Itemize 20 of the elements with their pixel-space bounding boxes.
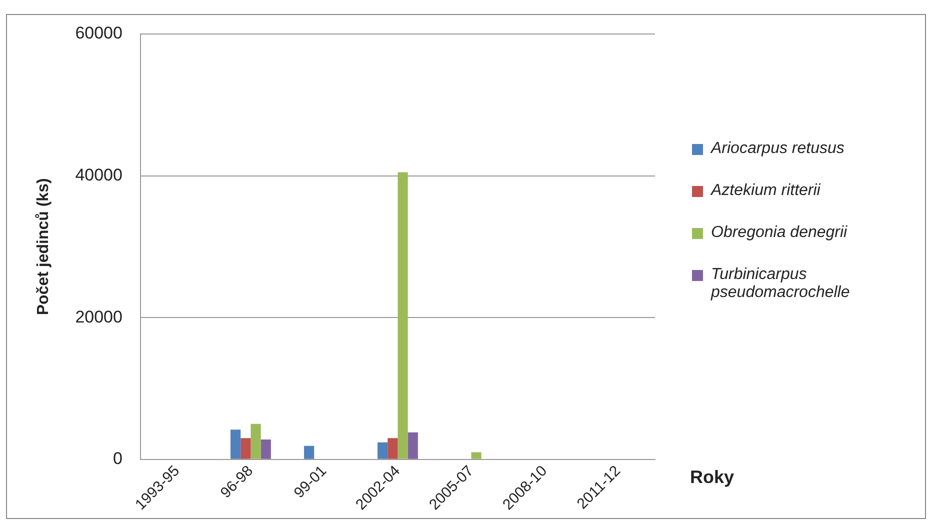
legend-label: Aztekium ritterii (711, 182, 820, 200)
bar (388, 438, 398, 459)
legend-label: Obregonia denegrii (711, 224, 848, 242)
y-tick-label: 60000 (75, 24, 122, 43)
bar (408, 432, 418, 459)
bar (260, 439, 271, 459)
bar (250, 424, 261, 459)
y-axis-title: Počet jedinců (ks) (35, 178, 52, 316)
bar (471, 452, 482, 459)
bar (240, 438, 251, 459)
y-tick-label: 0 (113, 449, 122, 468)
y-tick-label: 20000 (75, 307, 122, 326)
x-axis-title: Roky (690, 466, 734, 487)
legend-label: Turbinicarpus pseudomacrochelle (711, 266, 851, 302)
bar (398, 172, 408, 459)
legend-label: Ariocarpus retusus (711, 140, 844, 158)
bar (304, 446, 314, 459)
bar (378, 442, 388, 459)
bar (230, 430, 241, 459)
y-tick-label: 40000 (75, 165, 122, 184)
